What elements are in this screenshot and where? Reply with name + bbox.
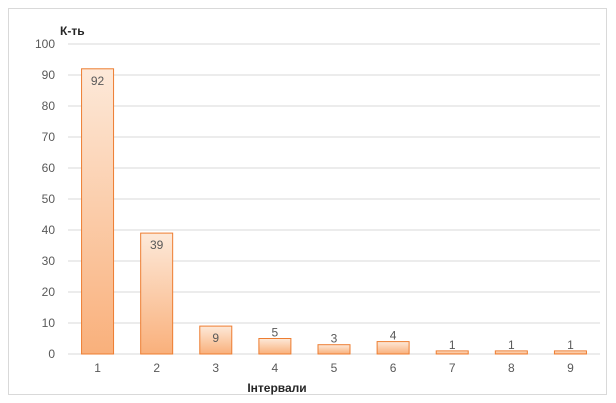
bar	[81, 68, 115, 355]
y-tick-label: 10	[42, 316, 56, 330]
data-label: 4	[390, 329, 397, 343]
data-label: 92	[91, 74, 105, 88]
y-tick-label: 80	[42, 99, 56, 113]
bar	[140, 232, 174, 355]
x-tick-label: 3	[212, 361, 219, 375]
y-tick-label: 90	[42, 68, 56, 82]
data-label: 1	[508, 338, 515, 352]
y-tick-label: 40	[42, 223, 56, 237]
y-tick-label: 100	[35, 37, 55, 51]
bar	[376, 341, 410, 355]
data-label: 39	[150, 238, 164, 252]
data-label: 1	[449, 338, 456, 352]
data-label: 9	[212, 331, 219, 345]
bar	[199, 325, 233, 355]
y-tick-label: 50	[42, 192, 56, 206]
bars	[81, 68, 587, 355]
y-tick-label: 30	[42, 254, 56, 268]
x-axis-ticks: 1 2 3 4 5 6 7 8 9	[94, 361, 574, 375]
x-tick-label: 9	[567, 361, 574, 375]
y-tick-label: 20	[42, 285, 56, 299]
data-labels: 92 39 9 5 3 4 1 1 1	[91, 74, 574, 352]
x-tick-label: 1	[94, 361, 101, 375]
data-label: 1	[567, 338, 574, 352]
x-tick-label: 7	[449, 361, 456, 375]
bar	[553, 350, 587, 355]
bar	[258, 338, 292, 355]
y-axis-ticks: 0 10 20 30 40 50 60 70 80 90 100	[35, 37, 55, 361]
x-tick-label: 5	[331, 361, 338, 375]
x-tick-label: 4	[272, 361, 279, 375]
x-tick-label: 6	[390, 361, 397, 375]
y-tick-label: 70	[42, 130, 56, 144]
y-tick-label: 60	[42, 161, 56, 175]
data-label: 5	[272, 326, 279, 340]
x-axis-title: Інтервали	[247, 381, 306, 395]
x-tick-label: 2	[153, 361, 160, 375]
data-label: 3	[331, 332, 338, 346]
x-tick-label: 8	[508, 361, 515, 375]
bar	[317, 344, 351, 355]
bar	[494, 350, 528, 355]
y-axis-title: К-ть	[60, 24, 85, 38]
bar	[435, 350, 469, 355]
y-tick-label: 0	[48, 347, 55, 361]
